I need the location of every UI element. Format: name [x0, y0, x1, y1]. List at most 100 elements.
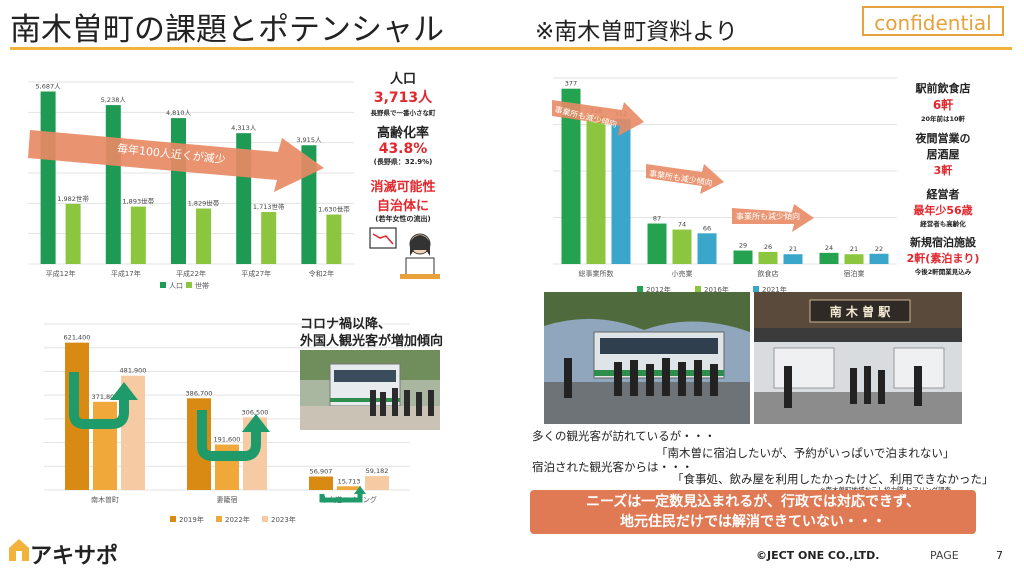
bar-value-label: 481,900 [120, 367, 147, 375]
station-sign-text: 南 木 曽 駅 [830, 304, 892, 319]
bar-value-label: 21 [789, 245, 797, 253]
bar [365, 475, 389, 490]
page-label: PAGE [930, 549, 959, 562]
owner-age-stat: 経営者 最年少56歳 経営者も高齢化 [904, 186, 982, 228]
bar [561, 88, 581, 264]
restaurants-value: 6軒 [932, 98, 954, 112]
bar-value-label: 4,313人 [231, 124, 257, 132]
bar-value-label: 4,810人 [166, 109, 192, 117]
legend-label: 世帯 [195, 281, 209, 290]
legend-swatch [216, 516, 222, 522]
legend-label: 2022年 [225, 515, 250, 524]
bar [309, 476, 333, 490]
aging-stat-note: (長野県：32.9%) [373, 158, 433, 166]
restaurants-note: 20年前は10軒 [920, 115, 966, 123]
legend-swatch [160, 282, 166, 288]
bar [672, 229, 692, 264]
bar-value-label: 306,500 [242, 408, 269, 416]
akisapo-logo [8, 538, 30, 562]
bar [586, 116, 606, 264]
business-arrow-1 [552, 100, 644, 136]
quote-2-lead: 宿泊された観光客からは・・・ [532, 460, 693, 474]
decline-arrow-shape [28, 130, 324, 192]
aging-stat: 高齢化率 43.8% (長野県：32.9%) [362, 122, 444, 167]
bar-value-label: 1,630世帯 [318, 205, 350, 214]
bar [261, 212, 277, 264]
legend-label: 2012年 [646, 285, 671, 294]
copyright: ©JECT ONE CO.,LTD. [756, 549, 880, 562]
bar [869, 253, 889, 264]
business-arrow-2 [646, 164, 724, 194]
bar-value-label: 74 [678, 221, 686, 229]
bar-value-label: 1,713世帯 [253, 202, 285, 211]
page-number: 7 [996, 549, 1003, 562]
curve-arrow-3 [319, 492, 363, 503]
quote-1: 「南木曽に宿泊したいが、予約がいっぱいで泊まれない」 [656, 446, 955, 460]
category-label: 飲食店 [758, 269, 779, 278]
needs-line-1: ニーズは一定数見込まれるが、行政では対応できず、 [585, 494, 921, 510]
bar [611, 118, 631, 264]
legend-swatch [262, 516, 268, 522]
category-label: 小売業 [672, 269, 693, 278]
page-subtitle: ※南木曽町資料より [535, 19, 738, 45]
category-label: 平成22年 [176, 269, 206, 278]
station-photo: 南 木 曽 駅 [754, 292, 962, 424]
bar [326, 214, 342, 264]
lodging-note: 今後2軒開業見込み [914, 268, 972, 276]
bar [337, 486, 361, 490]
bar-value-label: 1,893世帯 [122, 197, 154, 206]
legend-label: 2023年 [271, 515, 296, 524]
bus-stop-photo [300, 350, 440, 430]
bar-value-label: 371,800 [92, 393, 119, 401]
logo-text: アキサポ [30, 544, 119, 569]
title-rule [10, 47, 1012, 50]
bar-value-label: 5,687人 [36, 82, 62, 90]
legend-swatch [637, 286, 643, 292]
bar-value-label: 386,700 [186, 389, 213, 397]
bar-value-label: 1,829世帯 [188, 199, 220, 208]
bar-value-label: 59,182 [366, 467, 389, 475]
category-label: 総事業所数 [579, 269, 614, 278]
business-arrow-3 [732, 204, 814, 232]
needs-banner: ニーズは一定数見込まれるが、行政では対応できず、 地元住民だけでは解消できていな… [530, 490, 976, 534]
category-label: 令和2年 [309, 269, 334, 278]
bar [819, 252, 839, 264]
bar-value-label: 21 [850, 245, 858, 253]
bar-value-label: 15,713 [338, 477, 361, 485]
bar [758, 251, 778, 264]
category-label: 平成12年 [46, 269, 76, 278]
station-restaurants-stat: 駅前飲食店 6軒 20年前は10軒 [904, 80, 982, 123]
bar-value-label: 24 [825, 244, 833, 252]
legend-swatch [170, 516, 176, 522]
category-label: 妻籠宿 [217, 495, 238, 504]
owner-value: 最年少56歳 [913, 204, 973, 217]
bar [697, 233, 717, 264]
category-label: 南木曽町 [91, 495, 119, 504]
bus-queue-photo [544, 292, 750, 424]
night-izakaya-stat: 夜間営業の 居酒屋 3軒 [904, 130, 982, 178]
bar [783, 254, 803, 264]
decline-arrow [28, 130, 324, 192]
house-logo-icon [9, 539, 29, 561]
restaurants-title: 駅前飲食店 [915, 82, 971, 95]
legend-label: 2019年 [179, 515, 204, 524]
quote-2: 「食事処、飲み屋を利用したかったけど、利用できなかった」 [672, 472, 994, 486]
bar-value-label: 29 [739, 242, 747, 250]
lodging-title: 新規宿泊施設 [910, 236, 976, 249]
legend-label: 2021年 [762, 285, 787, 294]
bar-value-label: 3,915人 [296, 136, 322, 144]
aging-stat-title: 高齢化率 [376, 126, 429, 141]
bar [93, 401, 117, 490]
worried-person-illustration [369, 227, 440, 279]
category-label: 宿泊業 [844, 269, 865, 278]
legend-swatch [186, 282, 192, 288]
quote-1-lead: 多くの観光客が訪れているが・・・ [532, 429, 716, 443]
owner-title: 経営者 [926, 188, 960, 201]
business-chart: 377318312総事業所数877466小売業292621飲食店242122宿泊… [553, 77, 897, 294]
bar-value-label: 5,238人 [101, 96, 127, 104]
page-title: 南木曽町の課題とポテンシャル [10, 12, 444, 48]
legend-label: 人口 [169, 282, 183, 290]
bar [647, 223, 667, 264]
bar [844, 254, 864, 264]
business-arrows [552, 100, 814, 232]
